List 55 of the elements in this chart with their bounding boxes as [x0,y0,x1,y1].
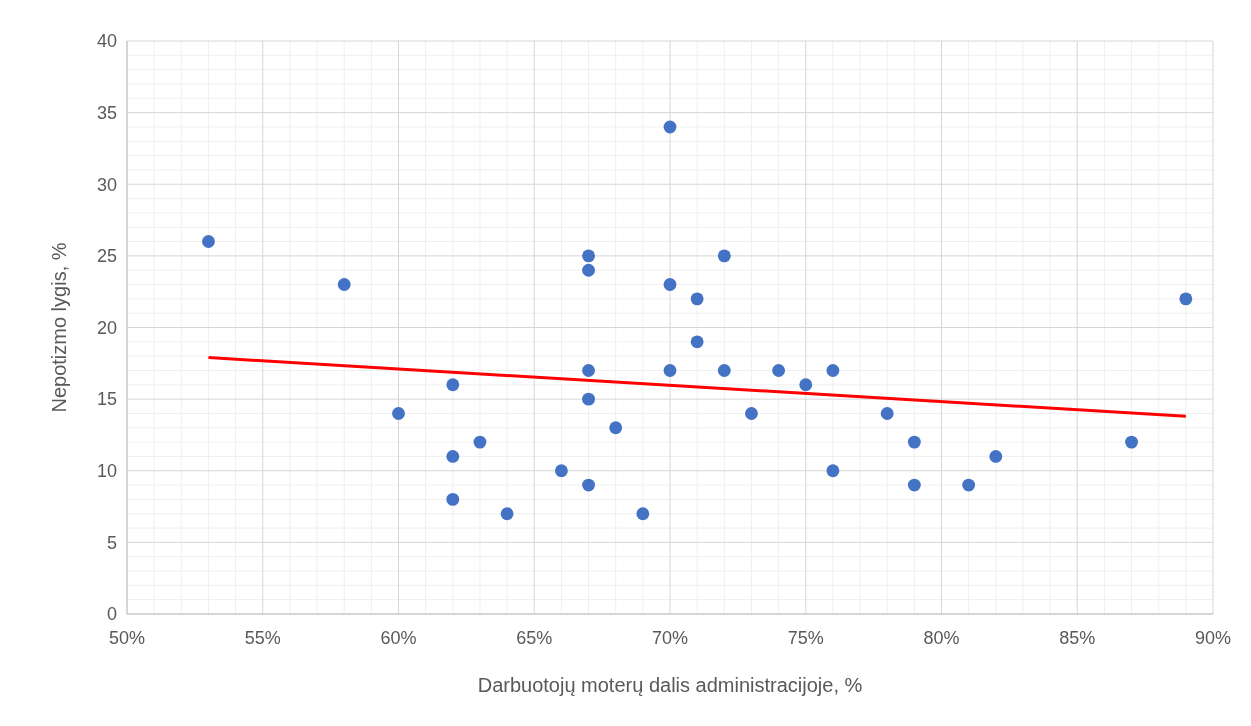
point [880,407,894,420]
point [717,249,731,263]
y-tick-label: 15 [96,389,117,410]
y-tick-label: 10 [96,461,117,482]
point [446,378,460,392]
y-tick-label: 35 [96,102,117,123]
x-tick-label: 60% [380,628,417,648]
point [826,464,840,478]
point [473,435,487,449]
point [582,263,595,277]
point [582,249,595,263]
point [663,278,677,291]
point [663,364,677,377]
point [1179,292,1193,306]
y-tick-label: 0 [106,604,117,625]
point [907,435,921,449]
y-tick-label: 40 [96,31,117,52]
y-tick-label: 25 [96,246,117,267]
point [554,464,568,478]
point [446,492,460,506]
point [337,278,351,291]
point [636,507,650,521]
x-tick-label: 90% [1194,628,1232,648]
x-tick-label: 70% [651,628,689,648]
point [1125,435,1138,449]
point [663,120,677,134]
x-tick-label: 85% [1059,628,1096,648]
x-axis-title: Darbuotojų moterų dalis administracijoje, % [477,674,863,696]
point [609,421,623,435]
point [392,407,405,420]
point [745,407,758,420]
point [826,364,840,377]
point [446,450,460,463]
point [989,450,1003,463]
x-tick-label: 65% [516,628,553,648]
y-tick-label: 20 [96,317,117,338]
point [690,335,704,349]
point [772,364,786,377]
x-tick-label: 80% [923,628,960,648]
point [907,478,921,492]
point [582,392,595,406]
point [500,507,514,521]
point [202,235,215,248]
x-tick-label: 55% [244,628,281,648]
point [582,478,595,492]
point [962,478,976,492]
x-tick-label: 75% [787,628,824,648]
y-tick-label: 30 [96,174,117,195]
point [690,292,704,306]
y-axis-title: Nepotizmo lygis, % [48,242,70,413]
x-tick-label: 50% [108,628,146,648]
point [582,364,595,377]
point [717,364,731,377]
y-tick-label: 5 [106,532,117,553]
point [799,378,813,392]
